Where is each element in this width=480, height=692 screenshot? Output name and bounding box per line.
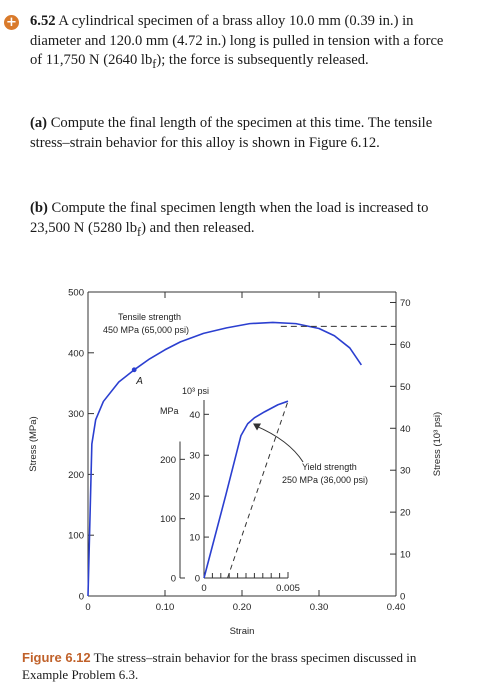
y-axis-label-right: Stress (10³ psi) — [432, 412, 443, 476]
tensile-label-line-1: Tensile strength — [118, 312, 181, 322]
right-tick-label: 20 — [400, 508, 411, 519]
problem-statement: + 6.52 A cylindrical specimen of a brass… — [4, 12, 450, 74]
x-tick-label: 0 — [85, 602, 90, 613]
caption-label: Figure 6.12 — [22, 650, 91, 665]
tensile-label-line-2: 450 MPa (65,000 psi) — [103, 325, 189, 335]
yield-label-line-2: 250 MPa (36,000 psi) — [282, 475, 368, 485]
inset-psi-tick-label: 30 — [189, 451, 200, 462]
x-axis-label: Strain — [230, 626, 255, 637]
problem-intro-end: ); the force is subsequently released. — [156, 52, 369, 68]
right-tick-label: 30 — [400, 466, 411, 477]
part-a: (a) Compute the final length of the spec… — [30, 114, 450, 153]
y-axis-label-left: Stress (MPa) — [28, 416, 39, 471]
y-tick-label: 100 — [68, 531, 84, 542]
inset-x-tick-label: 0.005 — [276, 583, 300, 594]
inset-psi-tick-label: 10 — [189, 533, 200, 544]
y-tick-label: 400 — [68, 348, 84, 359]
part-a-text: Compute the final length of the specimen… — [30, 115, 433, 151]
inset-mpa-tick-label: 100 — [160, 514, 176, 525]
yield-label-line-1: Yield strength — [302, 462, 357, 472]
y-tick-label: 300 — [68, 409, 84, 420]
y-tick-label: 200 — [68, 470, 84, 481]
expand-plus-icon[interactable]: + — [4, 15, 19, 30]
x-tick-label: 0.10 — [156, 602, 175, 613]
inset-unit-mpa: MPa — [160, 406, 179, 416]
part-b-subscript: f — [137, 224, 142, 239]
inset-psi-tick-label: 0 — [195, 574, 200, 585]
right-tick-label: 10 — [400, 550, 411, 561]
problem-intro-subscript: f — [152, 56, 157, 71]
yield-offset-line — [227, 401, 289, 579]
problem-number: 6.52 — [30, 13, 56, 29]
right-tick-label: 40 — [400, 424, 411, 435]
stress-strain-curve — [87, 321, 363, 597]
right-tick-label: 50 — [400, 382, 411, 393]
inset-mpa-tick-label: 200 — [160, 455, 176, 466]
x-tick-label: 0.40 — [387, 602, 406, 613]
point-a-label: A — [135, 376, 143, 387]
part-a-label: (a) — [30, 115, 48, 131]
point-a-marker — [131, 367, 137, 373]
part-b-text: Compute the final specimen length when t… — [30, 200, 429, 236]
problem-intro: A cylindrical specimen of a brass alloy … — [30, 13, 444, 68]
inset-mpa-tick-label: 0 — [171, 574, 176, 585]
right-tick-label: 70 — [400, 298, 411, 309]
y-tick-label: 0 — [79, 592, 84, 603]
inset-psi-tick-label: 40 — [189, 410, 200, 421]
x-tick-label: 0.20 — [233, 602, 252, 613]
part-b-label: (b) — [30, 200, 48, 216]
right-tick-label: 60 — [400, 340, 411, 351]
right-tick-label: 0 — [400, 592, 405, 603]
part-b-end: ) and then released. — [141, 219, 255, 236]
x-tick-label: 0.30 — [310, 602, 329, 613]
yield-arrow-head — [253, 423, 262, 431]
figure-caption: Figure 6.12 The stress–strain behavior f… — [22, 649, 462, 683]
caption-text: The stress–strain behavior for the brass… — [22, 650, 417, 682]
inset-x-tick-label: 0 — [201, 583, 206, 594]
part-b: (b) Compute the final specimen length wh… — [30, 199, 450, 242]
inset-curve — [203, 400, 289, 579]
y-tick-label: 500 — [68, 288, 84, 299]
yield-arrow — [254, 425, 304, 463]
inset-psi-tick-label: 20 — [189, 492, 200, 503]
inset-unit-psi: 10³ psi — [182, 386, 209, 396]
